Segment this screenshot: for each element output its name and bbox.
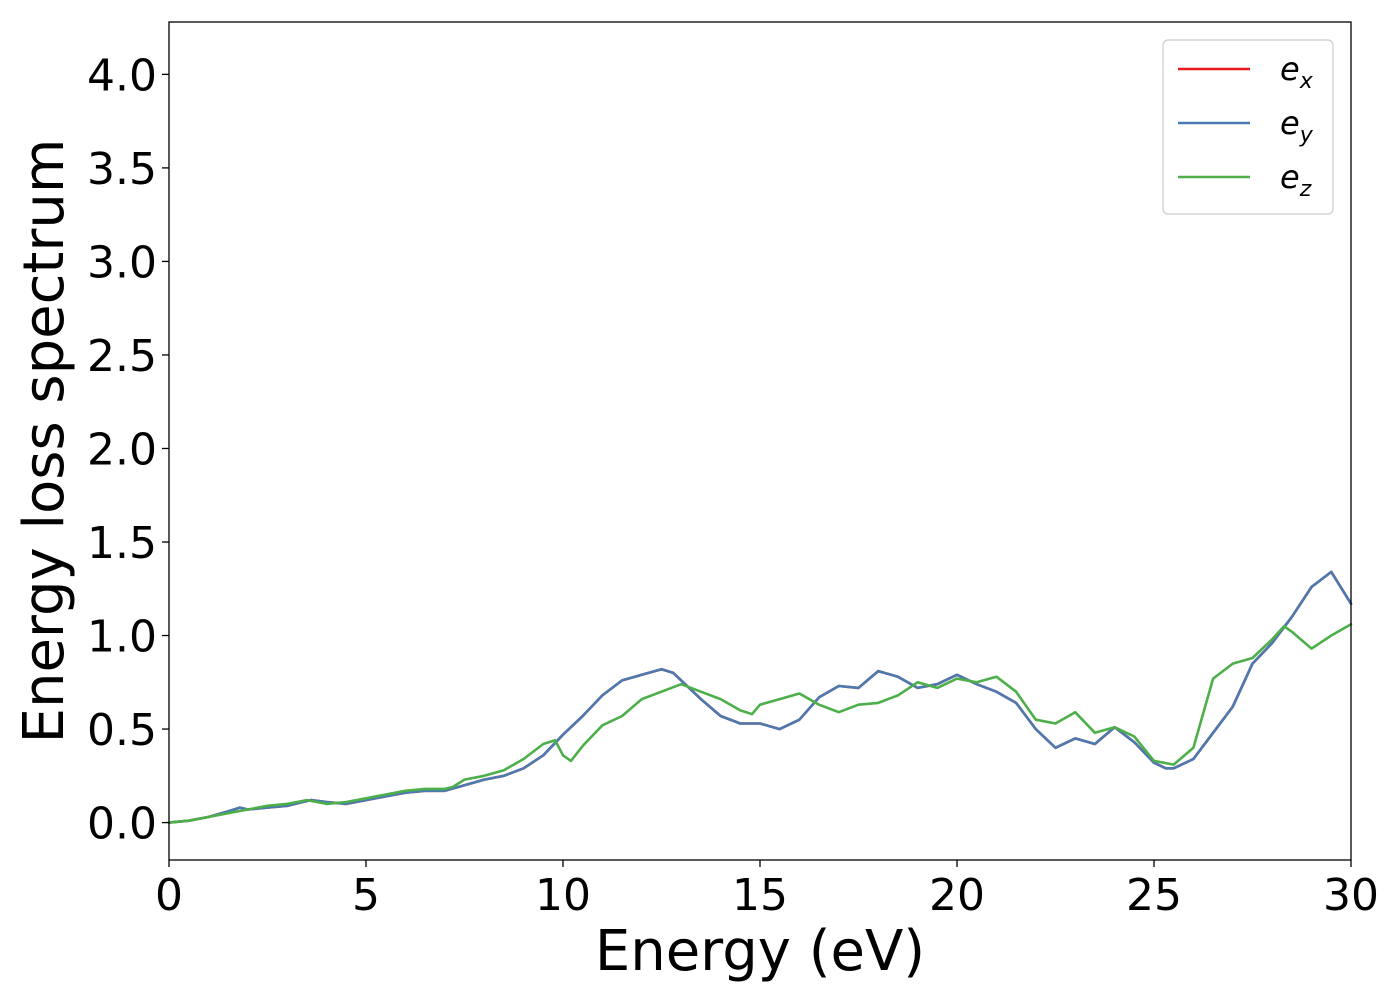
legend-label-ez: ez — [1280, 158, 1312, 202]
y-tick-label: 2.0 — [87, 424, 157, 475]
legend: ex ey ez — [1162, 39, 1334, 215]
x-tick-label: 5 — [352, 870, 380, 921]
series-layer — [167, 570, 1353, 824]
legend-label-ex: ex — [1280, 50, 1314, 94]
x-tick-label: 0 — [155, 870, 183, 921]
x-tick-label: 10 — [535, 870, 591, 921]
x-axis-label: Energy (eV) — [595, 919, 925, 984]
x-tick-label: 20 — [929, 870, 985, 921]
legend-entries: ex ey ez — [1178, 50, 1314, 202]
x-axis-ticks: 0 5 10 15 20 25 30 — [155, 860, 1379, 921]
x-tick-label: 15 — [732, 870, 788, 921]
x-tick-label: 25 — [1126, 870, 1182, 921]
y-tick-label: 0.5 — [87, 705, 157, 756]
y-tick-label: 4.0 — [87, 50, 157, 101]
series-line-ez — [167, 622, 1353, 824]
y-tick-label: 3.0 — [87, 237, 157, 288]
y-axis-label: Energy loss spectrum — [12, 139, 77, 744]
plot-area — [169, 22, 1351, 860]
x-tick-label: 30 — [1323, 870, 1379, 921]
y-tick-label: 2.5 — [87, 331, 157, 382]
y-tick-label: 1.5 — [87, 518, 157, 569]
y-tick-label: 1.0 — [87, 612, 157, 663]
y-axis-ticks: 0.0 0.5 1.0 1.5 2.0 2.5 3.0 3.5 4.0 — [87, 50, 169, 850]
legend-label-ey: ey — [1280, 104, 1314, 148]
y-tick-label: 3.5 — [87, 144, 157, 195]
y-tick-label: 0.0 — [87, 799, 157, 850]
legend-box — [1162, 39, 1334, 215]
